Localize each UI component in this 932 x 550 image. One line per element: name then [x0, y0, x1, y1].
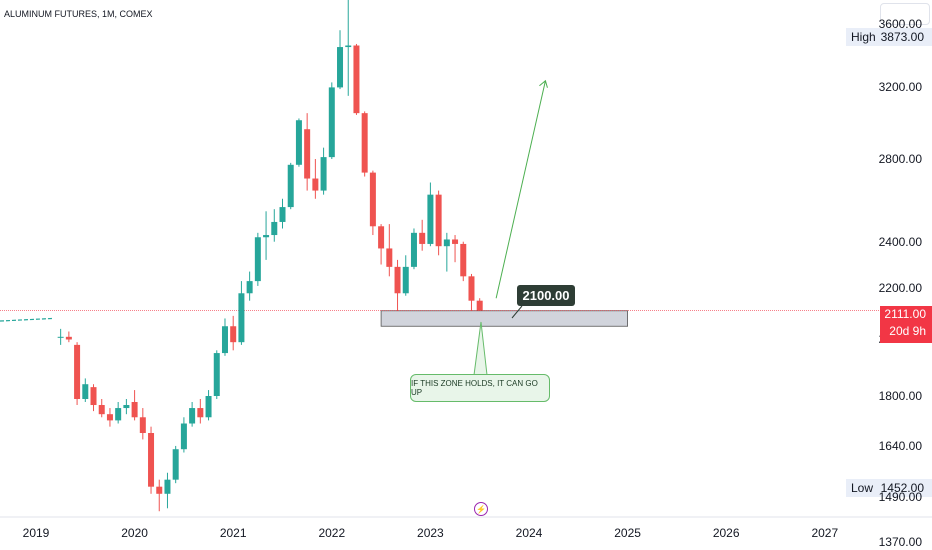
candle-body: [65, 336, 72, 340]
high-price-badge: High 3873.00: [846, 28, 932, 46]
time-tick-label: 2019: [22, 526, 50, 540]
price-tick-label: 3600.00: [878, 17, 922, 32]
candle-body: [172, 449, 179, 480]
candle-body: [82, 384, 89, 399]
candle-body: [386, 248, 393, 267]
candle-body: [213, 353, 220, 396]
price-tick-label: 1800.00: [878, 389, 922, 403]
candle-body: [164, 479, 171, 494]
candle-body: [131, 401, 138, 418]
toolbar-box[interactable]: [880, 3, 930, 25]
time-tick-label: 2026: [712, 526, 740, 540]
candle-body: [197, 408, 204, 418]
chart-title: ALUMINUM FUTURES, 1M, COMEX: [4, 9, 153, 19]
candle-body: [221, 326, 228, 354]
price-tick-label: 2800.00: [878, 152, 922, 167]
candles-layer: [57, 0, 483, 512]
candle-body: [427, 194, 434, 244]
current-price-badge: 2111.00 20d 9h: [880, 306, 932, 343]
time-tick-label: 2023: [417, 526, 444, 540]
candle-body: [369, 172, 376, 227]
candle-body: [468, 276, 475, 301]
candle-body: [443, 239, 450, 247]
candle-body: [123, 405, 130, 409]
candle-body: [254, 237, 261, 282]
candle-body: [378, 226, 385, 249]
current-price-value: 2111.00: [884, 307, 926, 321]
projection-arrowhead: [539, 79, 548, 88]
candle-body: [156, 486, 163, 494]
candle-body: [57, 336, 64, 338]
candle-body: [476, 300, 483, 311]
lightning-event-icon[interactable]: ⚡: [474, 502, 488, 516]
low-value: 1452.00: [880, 481, 924, 495]
candle-body: [435, 194, 442, 247]
prior-price-line: [0, 317, 53, 322]
level-callout[interactable]: 2100.00: [517, 285, 575, 306]
candle-body: [139, 417, 146, 434]
countdown-value: 20d 9h: [889, 324, 926, 338]
candle-body: [238, 293, 245, 343]
time-tick-label: 2022: [318, 526, 346, 540]
price-tick-label: 1640.00: [878, 438, 922, 453]
price-tick-label: 3200.00: [878, 80, 922, 95]
candle-body: [115, 408, 122, 421]
candle-body: [328, 87, 335, 158]
candle-body: [410, 232, 417, 267]
candle-body: [271, 221, 278, 236]
time-tick-label: 2021: [219, 526, 247, 540]
candle-body: [74, 344, 81, 399]
candle-body: [205, 396, 212, 418]
candle-body: [295, 120, 302, 165]
candle-body: [246, 281, 253, 294]
time-tick-label: 2020: [121, 526, 148, 540]
candle-body: [345, 45, 352, 48]
price-tick-label: 1490.00: [878, 490, 922, 505]
candle-body: [394, 266, 401, 294]
candle-body: [361, 113, 368, 173]
price-tick-label: 1370.00: [878, 535, 922, 550]
candle-body: [263, 235, 270, 238]
price-tick-label: 2200.00: [878, 281, 922, 296]
candle-body: [353, 45, 360, 114]
candle-body: [337, 47, 344, 88]
support-zone-layer: [0, 310, 880, 327]
candle-body: [304, 129, 311, 179]
candle-body: [189, 408, 196, 424]
candle-body: [148, 433, 155, 487]
note-pointer: [473, 321, 488, 376]
time-tick-label: 2025: [614, 526, 641, 540]
candle-body: [320, 157, 327, 191]
candle-body: [287, 164, 294, 208]
candle-body: [312, 178, 319, 191]
high-value: 3873.00: [880, 30, 924, 44]
time-tick-label: 2024: [515, 526, 543, 540]
candle-body: [98, 405, 105, 415]
candle-body: [279, 207, 286, 222]
high-label: High: [851, 30, 876, 44]
overlay-layer: [473, 79, 548, 376]
candle-body: [230, 326, 237, 343]
low-label: Low: [851, 481, 874, 495]
candle-body: [452, 239, 459, 244]
candle-body: [460, 243, 467, 277]
candle-body: [90, 387, 97, 406]
support-zone-rect: [380, 310, 629, 327]
low-price-badge: Low 1452.00: [846, 479, 932, 497]
candle-body: [180, 423, 187, 450]
time-tick-label: 2027: [811, 526, 839, 540]
callout-pointer: [511, 305, 523, 319]
price-tick-label: 2400.00: [878, 234, 922, 249]
candle-body: [106, 414, 113, 421]
candle-body: [419, 232, 426, 244]
candle-body: [402, 266, 409, 294]
projection-arrow-line: [495, 80, 546, 299]
zone-note[interactable]: IF THIS ZONE HOLDS, IT CAN GO UP: [410, 374, 550, 402]
